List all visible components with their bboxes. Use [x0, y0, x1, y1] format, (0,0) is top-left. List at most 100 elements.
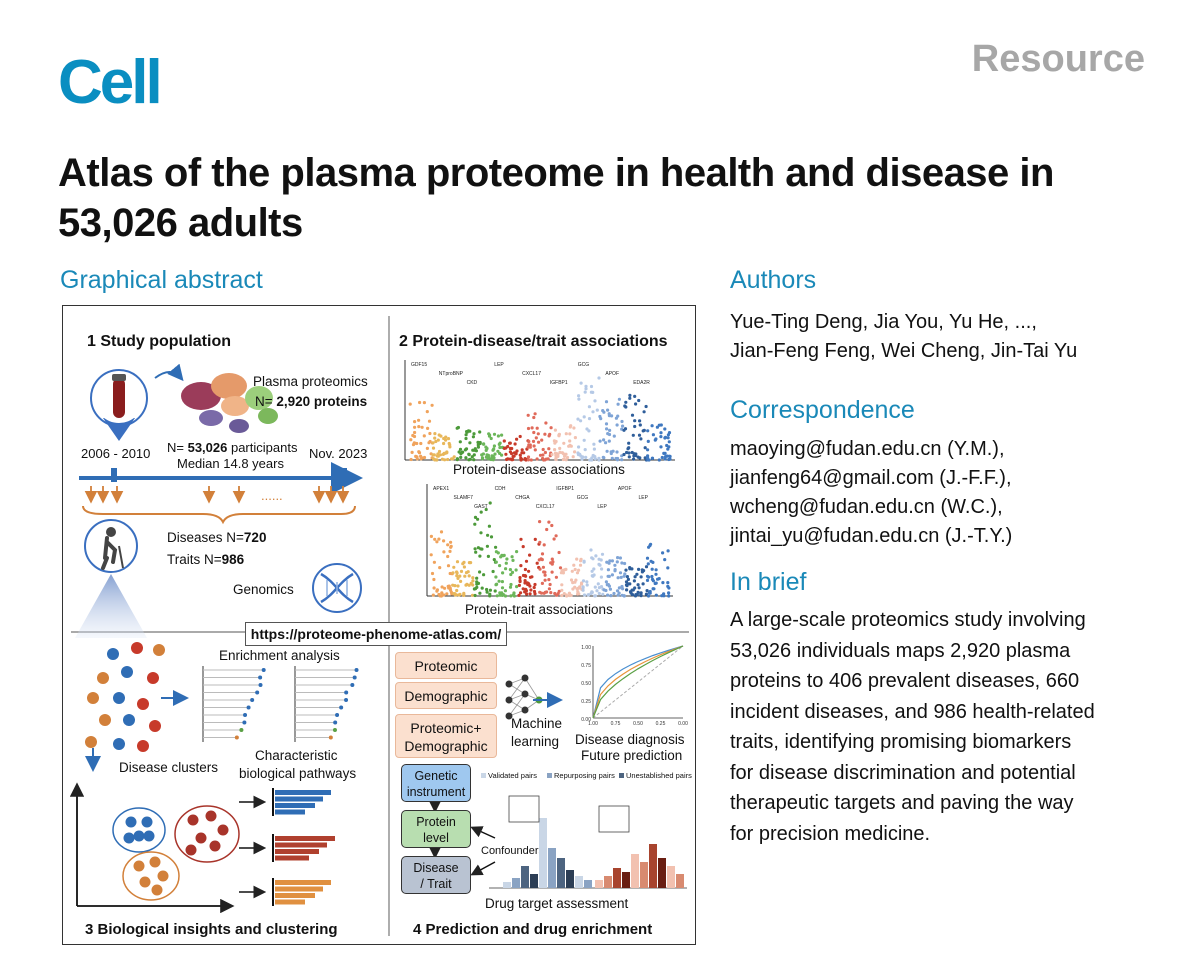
cluster-point: [157, 870, 169, 882]
lollipop-head: [258, 675, 263, 680]
correspondence-email[interactable]: jintai_yu@fudan.edu.cn (J.-T.Y.): [730, 525, 1013, 547]
manhattan-point: [604, 441, 608, 445]
manhattan-point: [558, 450, 562, 454]
manhattan-point: [590, 556, 594, 560]
manhattan-point: [488, 588, 492, 592]
manhattan-point: [467, 561, 471, 565]
manhattan-point: [430, 403, 434, 407]
manhattan-point: [445, 592, 449, 596]
manhattan-point: [453, 584, 457, 588]
protein-dot: [113, 692, 125, 704]
manhattan-point: [502, 553, 506, 557]
manhattan-point: [485, 544, 489, 548]
manhattan-point: [480, 457, 485, 461]
enrichment-analysis-label: Enrichment analysis: [219, 648, 340, 663]
manhattan-point: [528, 443, 532, 447]
manhattan-point: [630, 588, 634, 592]
manhattan-point: [408, 402, 412, 406]
manhattan-point: [437, 537, 441, 541]
manhattan-point: [479, 510, 483, 514]
manhattan-point: [541, 447, 545, 452]
correspondence-email[interactable]: wcheng@fudan.edu.cn (W.C.),: [730, 496, 1003, 518]
manhattan-point: [468, 429, 472, 433]
manhattan-point: [554, 575, 558, 579]
manhattan-point: [431, 593, 435, 597]
panel2-title: 2 Protein-disease/trait associations: [399, 333, 668, 350]
atlas-url-link[interactable]: https://proteome-phenome-atlas.com/: [245, 622, 507, 646]
manhattan-point: [429, 553, 433, 557]
manhattan-point: [632, 452, 636, 456]
correspondence-email[interactable]: maoying@fudan.edu.cn (Y.M.),: [730, 438, 1005, 460]
manhattan-point: [576, 417, 580, 421]
arrow-icon: [470, 826, 496, 839]
manhattan-point: [598, 439, 602, 443]
manhattan-point: [478, 554, 482, 558]
manhattan-point: [642, 428, 646, 432]
end-date-label: Nov. 2023: [309, 446, 367, 461]
manhattan-gene-label: LEP: [494, 362, 504, 368]
manhattan-point: [573, 450, 577, 454]
manhattan-point: [521, 587, 525, 591]
manhattan-point: [607, 561, 611, 565]
manhattan-point: [518, 578, 522, 583]
manhattan-point: [446, 457, 450, 462]
manhattan-point: [547, 578, 551, 582]
manhattan-point: [595, 408, 599, 412]
panel4-title: 4 Prediction and drug enrichment: [413, 921, 652, 938]
manhattan-point: [432, 560, 436, 564]
manhattan-point: [473, 547, 477, 551]
manhattan-point: [463, 448, 467, 452]
legend-validated: Validated pairs: [488, 771, 537, 780]
manhattan-point: [464, 433, 468, 437]
pathway-bar: [275, 842, 327, 848]
manhattan-point: [498, 441, 502, 445]
manhattan-point: [494, 560, 498, 564]
genomics-label: Genomics: [233, 582, 294, 597]
manhattan-point: [577, 568, 581, 572]
manhattan-point: [553, 448, 557, 452]
manhattan-point: [657, 458, 661, 462]
manhattan-point: [643, 446, 647, 450]
manhattan-point: [431, 441, 435, 445]
future-prediction-label: Future prediction: [581, 748, 682, 763]
manhattan-point: [519, 564, 523, 568]
manhattan-point: [493, 452, 497, 456]
disease-line: Disease: [413, 861, 459, 875]
manhattan-point: [465, 430, 469, 434]
legend-unestablished: Unestablished pairs: [626, 771, 692, 780]
manhattan-point: [542, 591, 546, 595]
lollipop-head: [352, 675, 357, 680]
drug-bar: [640, 862, 648, 888]
manhattan-point: [604, 580, 609, 584]
manhattan-point: [638, 456, 642, 460]
manhattan-point: [666, 581, 670, 585]
manhattan-point: [444, 438, 448, 442]
manhattan-point: [608, 428, 612, 432]
manhattan-point: [580, 581, 584, 585]
protein-dot: [131, 642, 143, 654]
manhattan-point: [539, 591, 544, 595]
manhattan-point: [427, 419, 432, 423]
manhattan-point: [641, 582, 645, 586]
manhattan-point: [530, 426, 534, 430]
manhattan-point: [573, 436, 577, 440]
manhattan-point: [582, 593, 587, 597]
drug-bar: [667, 866, 675, 888]
arrow-icon: [470, 861, 496, 876]
manhattan-gene-label: GAST: [474, 504, 488, 510]
lollipop-head: [250, 698, 255, 702]
manhattan-point: [651, 433, 656, 437]
roc-y-tick: 0.50: [581, 681, 591, 687]
manhattan-point: [489, 535, 494, 539]
cluster-point: [133, 860, 145, 872]
manhattan-point: [471, 579, 475, 583]
protein-dot: [87, 692, 99, 704]
manhattan-point: [459, 579, 463, 583]
manhattan-point: [474, 550, 478, 554]
manhattan-point: [524, 587, 528, 591]
manhattan-point: [473, 593, 477, 598]
correspondence-email[interactable]: jianfeng64@gmail.com (J.-F.F.),: [730, 467, 1012, 489]
manhattan-point: [515, 437, 519, 441]
characteristic-label: Characteristic: [255, 748, 338, 763]
manhattan-point: [621, 424, 625, 428]
